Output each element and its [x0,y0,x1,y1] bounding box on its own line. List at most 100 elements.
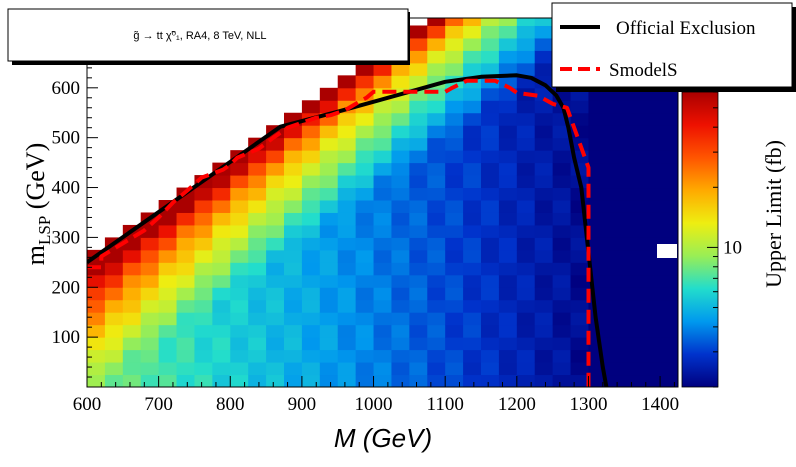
heatmap-cell [194,374,213,387]
heatmap-cell [660,374,678,387]
heatmap-cell [534,125,554,139]
heatmap-cell [409,287,428,301]
heatmap-cell [552,212,572,226]
heatmap-cell [516,62,536,76]
heatmap-cell [284,262,303,276]
heatmap-cell [355,312,375,326]
heatmap-cell [445,312,464,326]
heatmap-cell [624,237,643,251]
heatmap-cell [212,349,231,363]
heatmap-cell [284,287,303,301]
heatmap-cell [409,112,428,126]
heatmap-cell [122,287,142,301]
heatmap-cell [624,337,643,351]
heatmap-cell [588,224,607,238]
heatmap-cell [624,349,643,363]
heatmap-cell [606,312,625,326]
heatmap-cell [516,200,536,213]
heatmap-cell [516,100,536,114]
heatmap-cell [498,224,518,238]
heatmap-cell [319,274,339,288]
x-tick-label: 700 [144,394,173,415]
heatmap-cell [463,50,482,64]
heatmap-cell [391,200,410,213]
heatmap-cell [427,337,446,351]
heatmap-cell [284,312,303,326]
y-axis-label: mLSP (GeV) [21,143,54,265]
heatmap-cell [624,150,643,164]
heatmap-cell [606,224,625,238]
heatmap-cell [337,224,357,238]
heatmap-cell [301,312,321,326]
heatmap-cell [284,237,303,251]
heatmap-cell [642,299,661,313]
heatmap-cell [248,312,267,326]
heatmap-cell [463,112,482,126]
heatmap-cell [660,224,678,238]
heatmap-cell [606,200,625,213]
heatmap-cell [176,287,195,301]
heatmap-cell [373,224,392,238]
heatmap-cell [230,374,249,387]
heatmap-cell [140,262,160,276]
heatmap-cell [606,137,625,151]
heatmap-cell [319,187,339,201]
heatmap-cell [230,212,249,226]
x-axis: 600 700 800 900 1000 1100 1200 1300 1400 [73,376,679,415]
heatmap-cell [427,18,446,26]
heatmap-cell [427,87,446,101]
heatmap-cell [445,25,464,39]
heatmap-cell [391,237,410,251]
heatmap-cell [660,150,678,164]
heatmap-cell [337,324,357,338]
heatmap-cell [534,237,554,251]
legend-label-official: Official Exclusion [616,18,756,39]
heatmap-cell [140,299,160,313]
heatmap-cell [337,299,357,313]
heatmap-cell [212,262,231,276]
heatmap-cell [445,100,464,114]
heatmap-cell [552,324,572,338]
heatmap-cell [534,137,554,151]
x-tick-label: 1200 [498,394,536,415]
heatmap-cell [642,137,661,151]
heatmap-cell [158,349,178,363]
heatmap-cell [104,337,124,351]
heatmap-cell [624,287,643,301]
heatmap-cell [122,337,142,351]
heatmap-cell [498,299,518,313]
heatmap-cell [516,362,536,376]
heatmap-cell [481,224,500,238]
heatmap-cell [481,249,500,263]
heatmap-cell [498,187,518,201]
heatmap-cell [606,150,625,164]
heatmap-cell [266,162,285,176]
heatmap-cell [606,175,625,189]
heatmap-cell [212,374,231,387]
heatmap-cell [588,349,607,363]
heatmap-cell [176,200,195,213]
heatmap-cell [534,25,554,39]
heatmap-cell [516,175,536,189]
heatmap-cell [642,374,661,387]
heatmap-cell [230,287,249,301]
heatmap-cell [391,349,410,363]
heatmap-cell [498,312,518,326]
heatmap-cell [463,249,482,263]
heatmap-cell [355,125,375,139]
heatmap-cell [122,262,142,276]
heatmap-cell [498,37,518,51]
heatmap-cell [230,362,249,376]
heatmap-cell [427,362,446,376]
heatmap-cell [194,187,213,201]
heatmap-cell [373,324,392,338]
colorbar-label: Upper Limit (fb) [761,140,786,288]
heatmap-cell [588,200,607,213]
heatmap-cell [284,337,303,351]
heatmap-cell [266,299,285,313]
heatmap-cell [427,150,446,164]
heatmap-cell [284,175,303,189]
heatmap-cell [516,374,536,387]
heatmap-cell [248,175,267,189]
